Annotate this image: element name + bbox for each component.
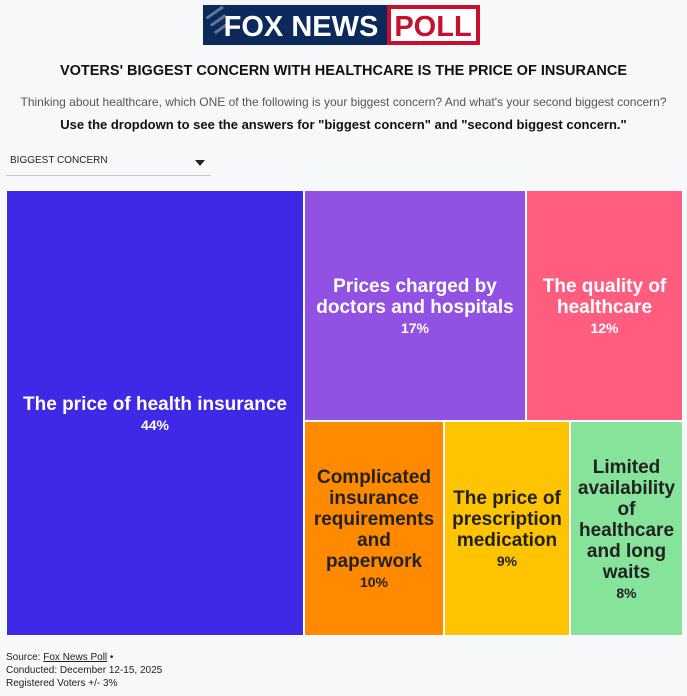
concern-dropdown[interactable]: BIGGEST CONCERN [6, 150, 211, 176]
tile-value: 10% [359, 574, 389, 590]
tile-label: Prices charged by doctors and hospitals [316, 275, 514, 318]
source-link[interactable]: Fox News Poll [43, 652, 108, 663]
conducted-dates: Conducted: December 12-15, 2025 [6, 665, 163, 676]
logo-fox-news-text: FOX NEWS [224, 11, 379, 43]
question-text: Thinking about healthcare, which ONE of … [20, 95, 667, 109]
chevron-down-icon [195, 160, 205, 166]
tile-value: 8% [616, 584, 637, 601]
fox-news-poll-logo: FOX NEWS POLL [203, 5, 480, 45]
logo-poll-text: POLL [394, 11, 471, 43]
tile-value: 12% [590, 319, 619, 336]
treemap-tile[interactable]: The price of prescription medication 9% [444, 421, 570, 636]
treemap-tile[interactable]: Limited availability of healthcare and l… [570, 421, 683, 636]
tile-label: Limited availability of healthcare and l… [577, 456, 676, 583]
tile-value: 17% [400, 319, 430, 336]
treemap-tile[interactable]: Prices charged by doctors and hospitals 1… [304, 190, 526, 421]
treemap-tile[interactable]: The quality of healthcare 12% [526, 190, 683, 421]
treemap-chart: The price of health insurance 44% Prices c… [6, 190, 683, 636]
tile-label: The quality of healthcare [542, 275, 667, 318]
tile-label: The price of health insurance [23, 393, 287, 415]
treemap-tile[interactable]: Complicated insurance requirements and p… [304, 421, 444, 636]
tile-value: 9% [496, 553, 518, 569]
dropdown-instruction: Use the dropdown to see the answers for … [60, 117, 627, 132]
sample-info: Registered Voters +/- 3% [6, 678, 118, 689]
dropdown-selected-value: BIGGEST CONCERN [10, 155, 108, 166]
chart-footer: Source: Fox News Poll • Conducted: Decem… [6, 651, 162, 690]
tile-label: The price of prescription medication [452, 488, 562, 551]
tile-label: Complicated insurance requirements and p… [313, 467, 435, 572]
chart-title: VOTERS' BIGGEST CONCERN WITH HEALTHCARE … [59, 63, 628, 79]
tile-value: 44% [140, 416, 170, 433]
source-line: Source: Fox News Poll • [6, 652, 114, 663]
treemap-tile[interactable]: The price of health insurance 44% [6, 190, 304, 636]
